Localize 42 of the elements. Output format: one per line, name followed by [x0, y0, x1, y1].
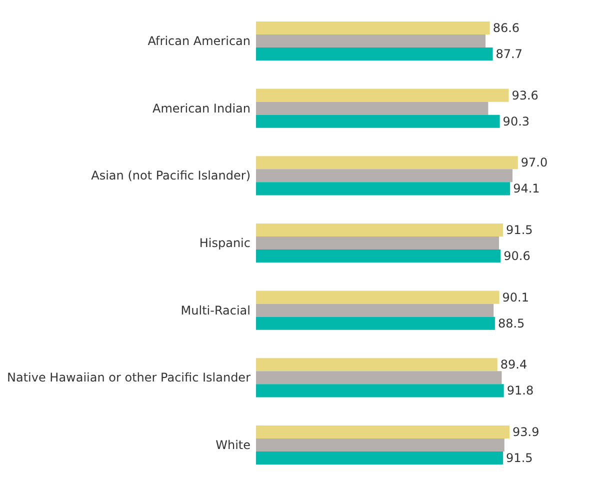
data-label: 89.4: [500, 358, 528, 372]
data-label: 97.0: [520, 156, 548, 170]
bar: [256, 316, 495, 330]
y-tick-label: Native Hawaiian or other Pacific Islander: [7, 370, 251, 385]
bar: [256, 290, 500, 304]
bar: [256, 223, 504, 236]
bar: [256, 250, 501, 263]
data-label: 94.1: [513, 182, 540, 196]
data-label: 91.5: [506, 222, 533, 237]
data-label: 90.1: [502, 290, 529, 304]
data-label: 88.5: [498, 316, 525, 330]
bar: [256, 371, 502, 384]
y-tick-label: Hispanic: [199, 236, 250, 250]
data-label: 90.3: [502, 114, 530, 128]
data-label: 87.7: [496, 47, 523, 62]
bar: [256, 102, 488, 115]
data-label: 91.8: [506, 384, 534, 398]
data-label: 86.6: [492, 20, 520, 35]
bar: [256, 48, 493, 61]
bar: [256, 182, 510, 196]
bar: [256, 438, 504, 452]
y-tick-label: Asian (not Pacific Islander): [91, 168, 250, 183]
y-tick-label: African American: [148, 34, 250, 48]
bar: [256, 425, 510, 438]
bar: [256, 21, 490, 34]
bar: [256, 156, 518, 170]
bar: [256, 34, 486, 48]
bar: [256, 88, 509, 102]
data-label: 93.9: [512, 424, 540, 439]
bar: [256, 114, 500, 128]
bar: [256, 358, 498, 372]
y-tick-label: Multi-Racial: [180, 303, 250, 318]
y-tick-label: White: [216, 438, 250, 452]
data-label: 90.6: [504, 249, 530, 264]
bar: [256, 236, 499, 250]
bar: [256, 452, 504, 465]
data-label: 93.6: [512, 88, 538, 102]
bar: [256, 169, 512, 182]
y-tick-label: American Indian: [152, 101, 250, 116]
bar: [256, 304, 494, 317]
bar: [256, 384, 504, 398]
data-label: 91.5: [506, 451, 533, 466]
